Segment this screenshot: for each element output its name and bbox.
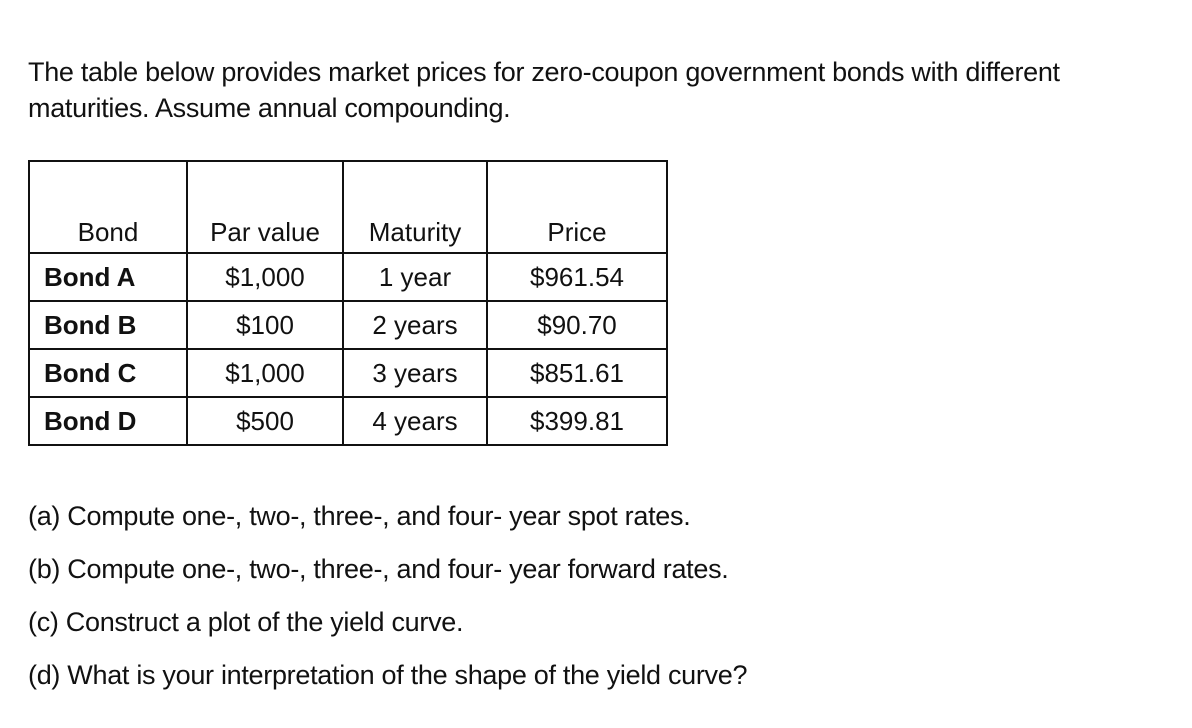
par-value: $1,000 bbox=[186, 252, 344, 302]
bond-price-table: Bond Par value Maturity Price Bond A $1,… bbox=[28, 160, 668, 446]
price: $90.70 bbox=[486, 300, 668, 350]
problem-intro: The table below provides market prices f… bbox=[28, 54, 1188, 126]
price: $961.54 bbox=[486, 252, 668, 302]
price: $399.81 bbox=[486, 396, 668, 446]
price: $851.61 bbox=[486, 348, 668, 398]
header-maturity: Maturity bbox=[342, 160, 488, 254]
header-bond: Bond bbox=[28, 160, 188, 254]
par-value: $100 bbox=[186, 300, 344, 350]
par-value: $1,000 bbox=[186, 348, 344, 398]
maturity: 2 years bbox=[342, 300, 488, 350]
intro-line-1: The table below provides market prices f… bbox=[28, 57, 1060, 87]
question-c: (c) Construct a plot of the yield curve. bbox=[28, 607, 464, 637]
bond-name: Bond A bbox=[28, 252, 188, 302]
maturity: 3 years bbox=[342, 348, 488, 398]
table-row: Bond D $500 4 years $399.81 bbox=[28, 396, 668, 446]
intro-line-2: maturities. Assume annual compounding. bbox=[28, 93, 511, 123]
table-header-row: Bond Par value Maturity Price bbox=[28, 160, 668, 254]
question-b: (b) Compute one-, two-, three-, and four… bbox=[28, 554, 729, 584]
question-list: (a) Compute one-, two-, three-, and four… bbox=[28, 496, 747, 708]
header-par-value: Par value bbox=[186, 160, 344, 254]
bond-name: Bond C bbox=[28, 348, 188, 398]
maturity: 4 years bbox=[342, 396, 488, 446]
table-row: Bond B $100 2 years $90.70 bbox=[28, 300, 668, 350]
table-row: Bond C $1,000 3 years $851.61 bbox=[28, 348, 668, 398]
bond-name: Bond D bbox=[28, 396, 188, 446]
maturity: 1 year bbox=[342, 252, 488, 302]
bond-name: Bond B bbox=[28, 300, 188, 350]
header-price: Price bbox=[486, 160, 668, 254]
table-row: Bond A $1,000 1 year $961.54 bbox=[28, 252, 668, 302]
question-a: (a) Compute one-, two-, three-, and four… bbox=[28, 501, 691, 531]
question-d: (d) What is your interpretation of the s… bbox=[28, 660, 748, 690]
par-value: $500 bbox=[186, 396, 344, 446]
